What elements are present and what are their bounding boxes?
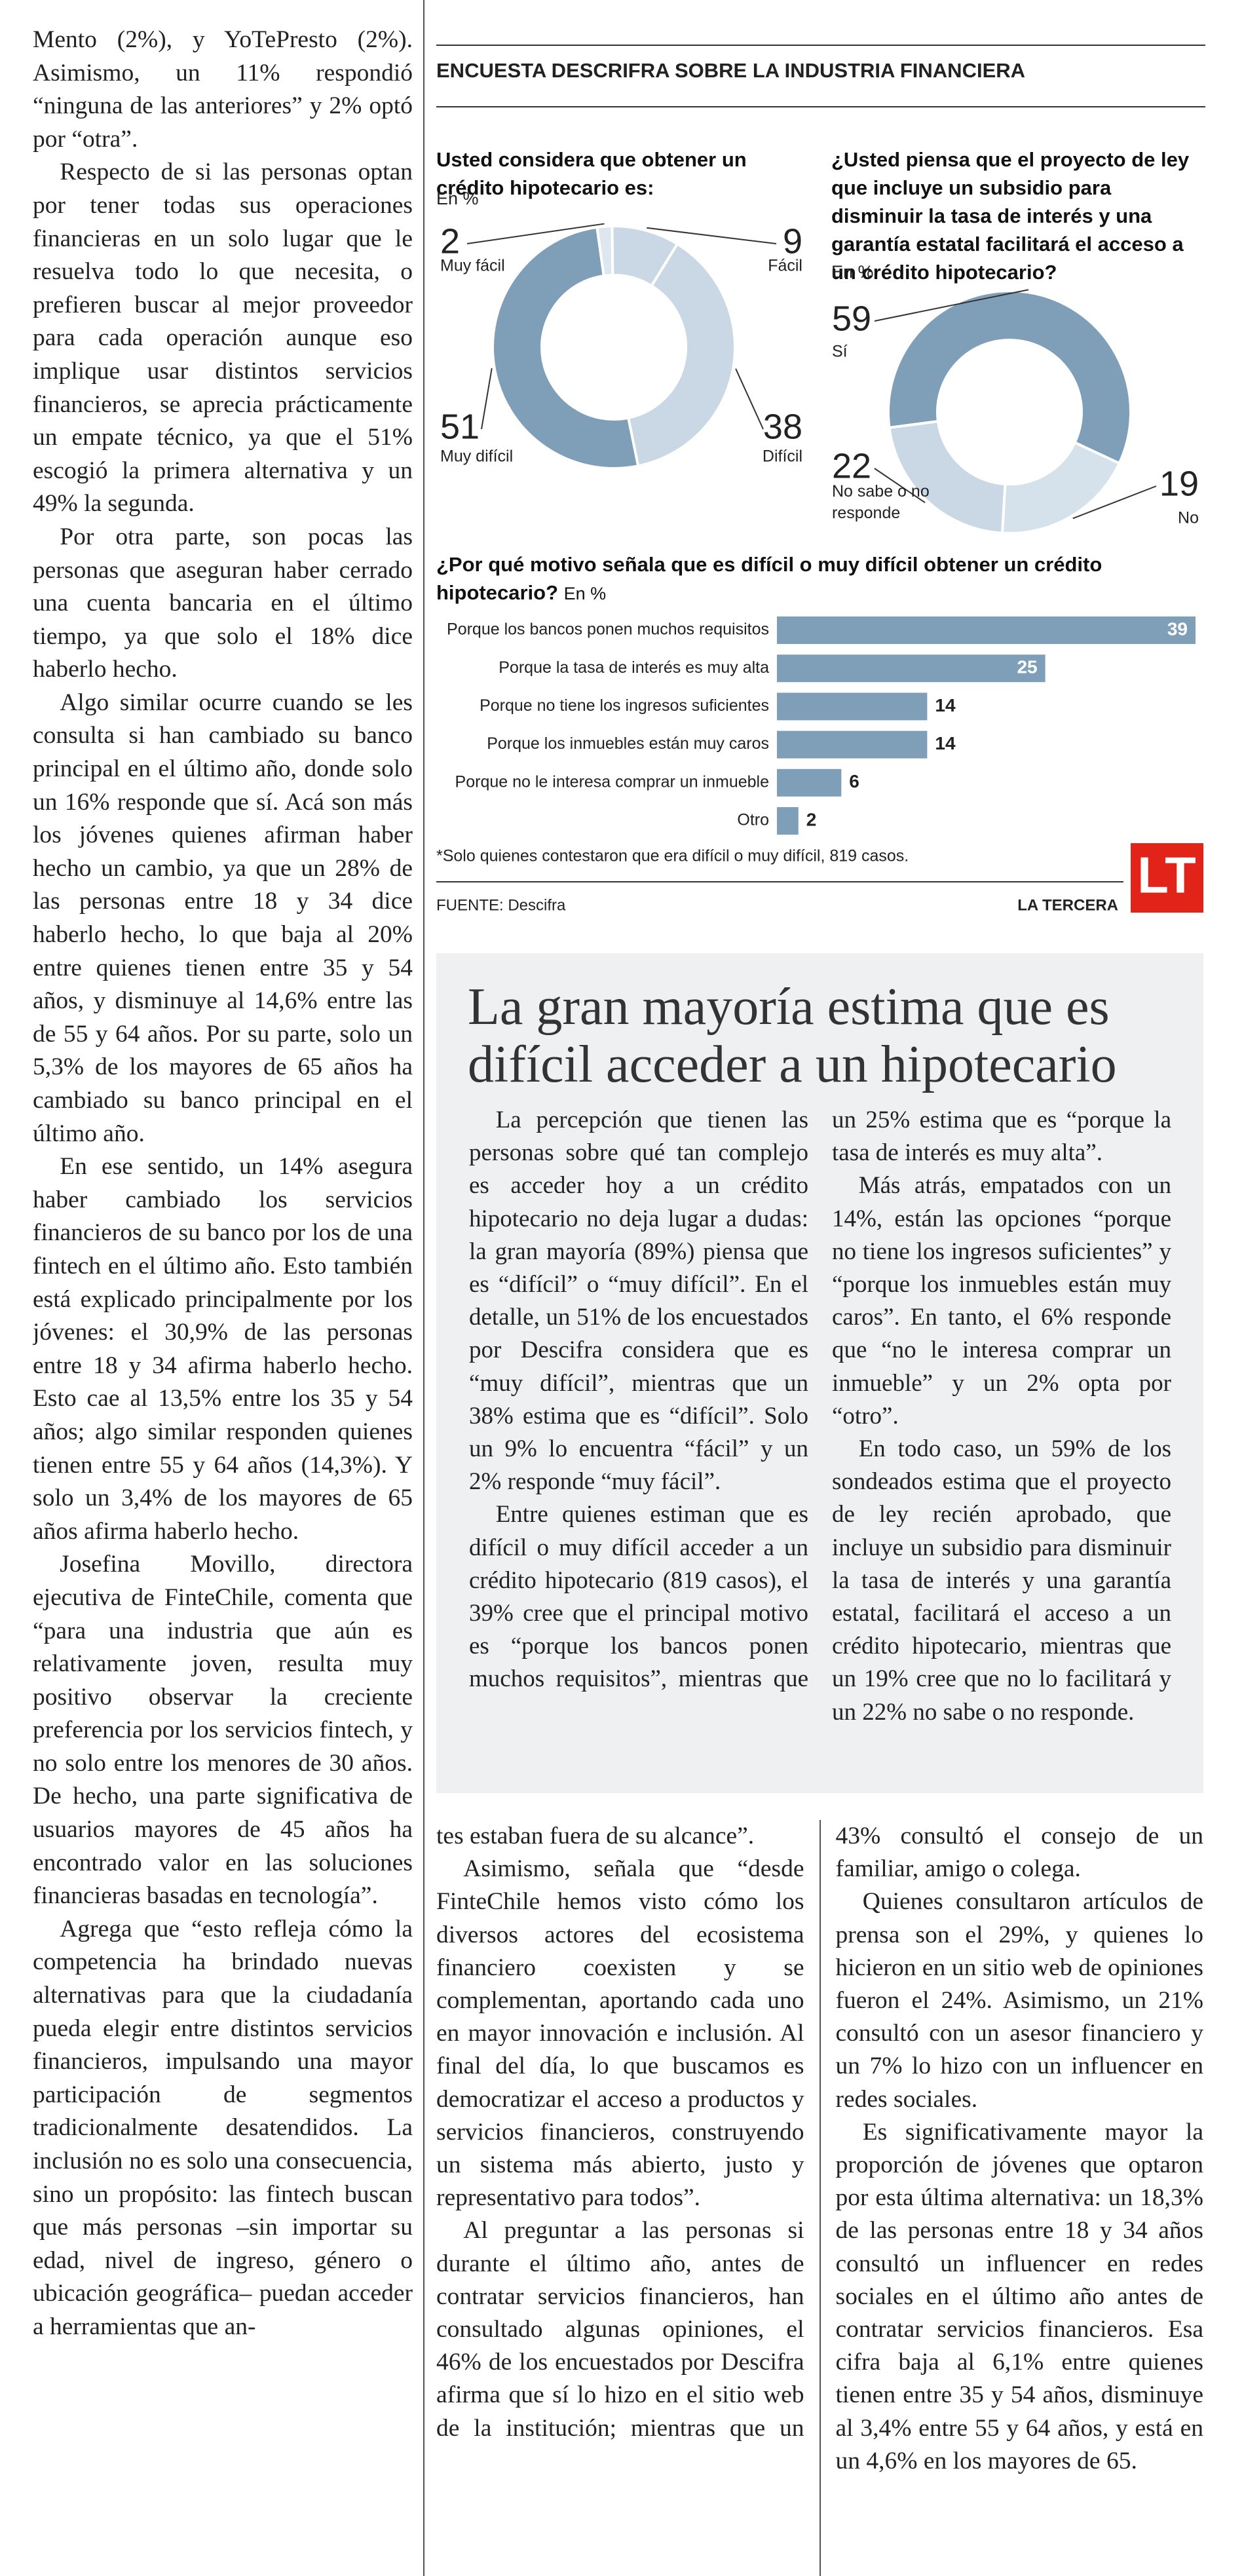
paragraph: En ese sentido, un 14% asegura haber cam…: [33, 1153, 413, 1545]
footnote: *Solo quienes contestaron que era difíci…: [436, 847, 909, 865]
infographic-header: ENCUESTA DESCRIFRA SOBRE LA INDUSTRIA FI…: [436, 59, 1025, 82]
paragraph: Más atrás, empatados con un 14%, están l…: [832, 1172, 1171, 1430]
paragraph: Por otra parte, son pocas las personas q…: [33, 523, 413, 683]
paragraph: La percepción que tienen las personas so…: [469, 1107, 808, 1496]
chart-subtitle: En %: [563, 584, 607, 603]
leader-line: [481, 368, 493, 430]
paragraph: tes estaban fuera de su alcance”.: [436, 1823, 755, 1849]
brand: LA TERCERA: [1017, 896, 1118, 914]
bar: [777, 730, 928, 759]
paragraph: Entre quienes estiman que es difícil o m…: [469, 1107, 1171, 1693]
bar: [777, 807, 799, 835]
paragraph: Es significativamente mayor la proporció…: [835, 2118, 1204, 2474]
value-label: 51: [440, 407, 480, 446]
headline: La gran mayoría estima que es difícil ac…: [468, 978, 1117, 1093]
infographic-graphics: ENCUESTA DESCRIFRA SOBRE LA INDUSTRIA FI…: [436, 45, 1205, 914]
value-label: 2: [806, 809, 817, 829]
category-label: Porque no le interesa comprar un inmuebl…: [455, 772, 769, 791]
category-label: Porque los inmuebles están muy caros: [487, 734, 769, 753]
donut-segment: [1000, 440, 1121, 535]
donut-segment: [888, 419, 1007, 535]
bottom-columns: tes estaban fuera de su alcance”. Asimism…: [436, 1820, 1203, 2576]
value-label: 39: [1167, 618, 1188, 639]
donut-segment: [626, 242, 736, 468]
leader-line: [874, 468, 926, 504]
paragraph: Asimismo, señala que “desde FinteChile h…: [436, 1855, 804, 2212]
left-column: Mento (2%), y YoTePresto (2%). Asimismo,…: [33, 24, 413, 2572]
value-label: 59: [832, 299, 871, 338]
category-label: No sabe o no responde: [832, 482, 930, 522]
leader-line: [1072, 485, 1157, 520]
chart-subtitle: En %: [831, 262, 874, 282]
value-label: 19: [1159, 464, 1199, 503]
paragraph: Agrega que “esto refleja cómo la compete…: [33, 1915, 413, 2340]
paragraph: En todo caso, un 59% de los sondeados es…: [832, 1435, 1171, 1726]
value-label: 2: [440, 221, 460, 261]
category-label: Muy fácil: [440, 257, 505, 275]
paragraph: Josefina Movillo, directora ejecutiva de…: [33, 1551, 413, 1910]
leader-line: [735, 368, 764, 430]
category-label: Porque no tiene los ingresos suficientes: [480, 696, 769, 715]
value-label: 38: [763, 407, 802, 446]
category-label: Otro: [737, 811, 769, 829]
value-label: 6: [849, 771, 859, 791]
category-label: Fácil: [768, 257, 802, 275]
chart-subtitle: En %: [436, 189, 479, 208]
category-label: No: [1178, 509, 1199, 527]
category-label: Porque los bancos ponen muchos requisito…: [447, 620, 769, 639]
paragraph: Quienes consultaron artículos de prensa …: [835, 1888, 1204, 2113]
value-label: 14: [935, 695, 956, 715]
leader-line: [647, 227, 777, 244]
bar: [777, 616, 1196, 644]
chart-title: Usted considera que obtener un crédito h…: [436, 148, 747, 199]
category-label: Difícil: [763, 447, 802, 466]
paragraph: Mento (2%), y YoTePresto (2%). Asimismo,…: [33, 26, 413, 153]
paragraph: Al preguntar a las personas si durante e…: [436, 1823, 1203, 2442]
category-label: Porque la tasa de interés es muy alta: [499, 658, 769, 677]
column-rule: [423, 0, 424, 2576]
value-label: 25: [1017, 657, 1037, 677]
chart-title: ¿Usted piensa que el proyecto de ley que…: [831, 148, 1190, 284]
infographic: ENCUESTA DESCRIFRA SOBRE LA INDUSTRIA FI…: [429, 33, 1209, 937]
bar: [777, 654, 1046, 683]
logo-box: [1131, 843, 1203, 913]
source: FUENTE: Descifra: [436, 896, 566, 914]
chart-title-block: ¿Por qué motivo señala que es difícil o …: [436, 550, 1124, 608]
value-label: 22: [832, 446, 871, 485]
value-label: 9: [783, 221, 802, 261]
paragraph: Algo similar ocurre cuando se les consul…: [33, 689, 413, 1147]
logo: LT: [1137, 846, 1196, 904]
chart-title: ¿Por qué motivo señala que es difícil o …: [436, 553, 1103, 604]
category-label: Muy difícil: [440, 447, 513, 466]
feature-box: La gran mayoría estima que es difícil ac…: [436, 953, 1203, 1793]
paragraph: Respecto de si las personas optan por te…: [33, 159, 413, 518]
bar: [777, 692, 928, 721]
category-label: Sí: [832, 343, 848, 361]
bar: [777, 768, 842, 797]
donut-segment: [491, 225, 640, 470]
leader-line: [466, 223, 605, 244]
feature-text: La percepción que tienen las personas so…: [469, 1104, 1171, 1772]
value-label: 14: [935, 733, 956, 753]
leader-line: [874, 289, 1029, 322]
donut-segment: [887, 290, 1132, 465]
